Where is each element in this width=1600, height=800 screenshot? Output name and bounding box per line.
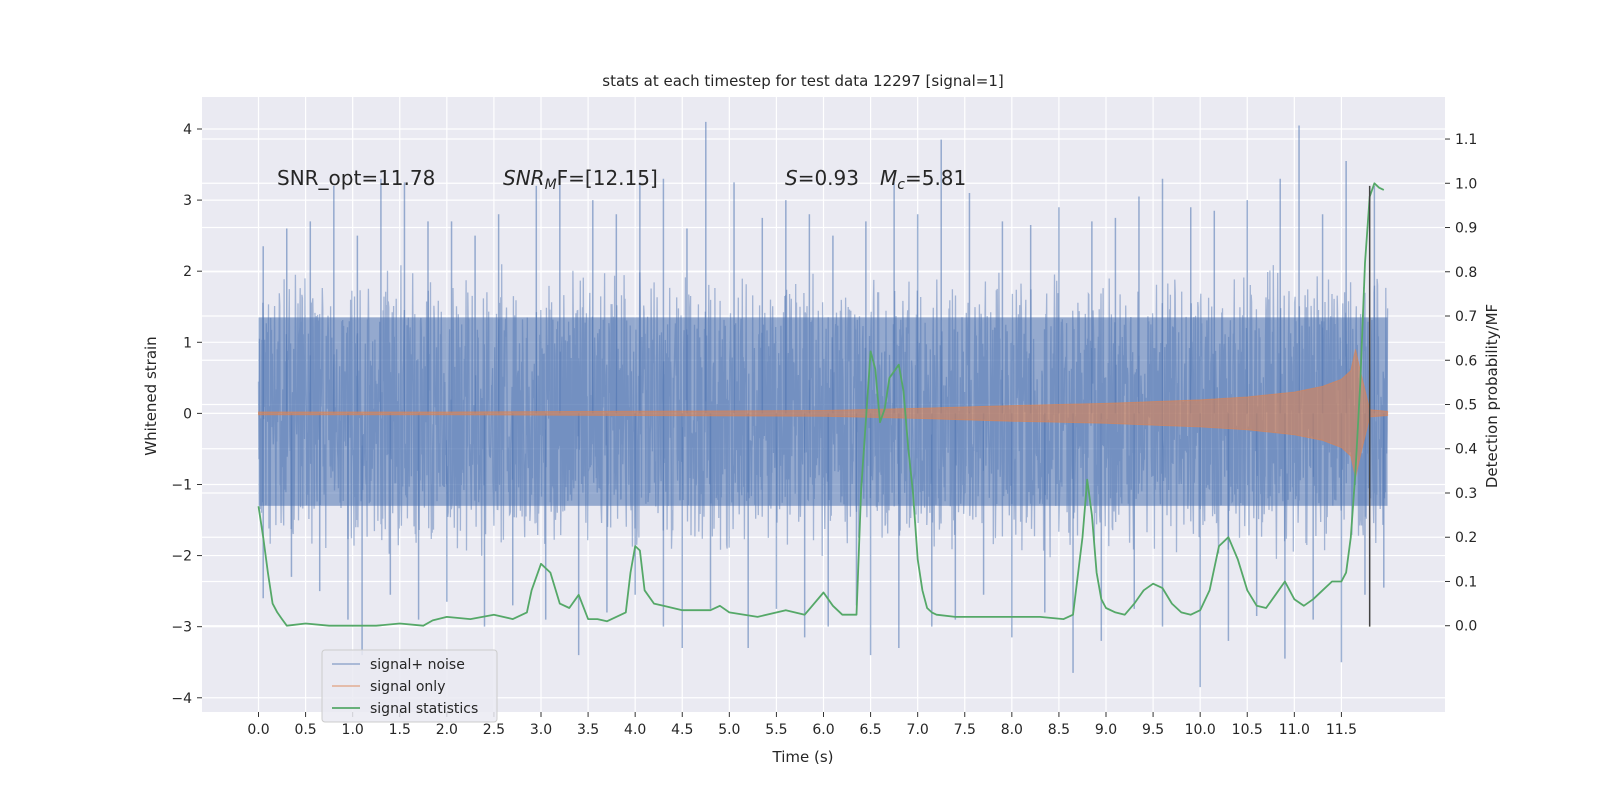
x-tick-label: 2.0 [436,722,458,738]
legend-label-signal-only: signal only [370,679,445,695]
legend: signal+ noise signal only signal statist… [321,649,498,723]
annotation-snr-mf-symbol: SNR [503,166,545,190]
x-tick-label: 3.0 [530,722,552,738]
annotation-mc: Mc=5.81 [880,166,966,193]
signal-only-series [258,349,1389,478]
y-right-tick-label: 1.1 [1455,132,1477,148]
x-tick-label: 9.0 [1095,722,1117,738]
x-tick-label: 8.5 [1048,722,1070,738]
x-tick-label: 4.0 [624,722,646,738]
y-left-tick-label: 2 [183,264,192,280]
x-tick-label: 11.0 [1279,722,1310,738]
y-right-tick-label: 0.3 [1455,486,1477,502]
signal-statistics-series [257,182,1385,627]
y-left-tick-label: 4 [183,122,192,138]
x-tick-label: 7.0 [907,722,929,738]
annotation-s-value: =0.93 [798,166,859,190]
y-left-tick-label: 0 [183,406,192,422]
annotation-snr-mf: SNRMF=[12.15] [503,166,658,193]
annotation-s-symbol: S [785,166,798,190]
x-tick-label: 0.5 [294,722,316,738]
x-tick-label: 0.0 [247,722,269,738]
annotation-snr-opt: SNR_opt=11.78 [277,166,435,190]
y-right-tick-label: 0.7 [1455,309,1477,325]
x-tick-label: 6.5 [859,722,881,738]
y-right-tick-label: 0.6 [1455,353,1477,369]
y-right-tick-label: 0.0 [1455,619,1477,635]
y-right-tick-label: 0.4 [1455,442,1477,458]
legend-box [321,649,498,723]
annotation-s: S=0.93 [785,166,859,190]
y-right-tick-label: 1.0 [1455,176,1477,192]
x-axis-label: Time (s) [772,748,834,766]
y-right-tick-label: 0.2 [1455,530,1477,546]
x-tick-label: 10.0 [1185,722,1216,738]
legend-label-signal-statistics: signal statistics [370,701,478,717]
y-right-tick-label: 0.1 [1455,574,1477,590]
y-right-tick-label: 0.8 [1455,265,1477,281]
legend-label-signal-noise: signal+ noise [370,657,465,673]
annotation-snr-mf-value: F=[12.15] [557,166,658,190]
y-left-tick-label: −2 [171,549,192,565]
annotation-mc-value: =5.81 [905,166,966,190]
x-tick-label: 1.5 [389,722,411,738]
y-left-tick-label: −1 [171,477,192,493]
y-left-tick-label: 3 [183,193,192,209]
y-axis-right-label: Detection probability/MF [1483,304,1501,488]
x-tick-label: 5.5 [765,722,787,738]
y-left-tick-label: −4 [171,691,192,707]
x-tick-label: 5.0 [718,722,740,738]
y-left-tick-label: 1 [183,335,192,351]
x-tick-label: 1.0 [342,722,364,738]
x-tick-label: 2.5 [483,722,505,738]
annotation-mc-subscript: c [897,177,905,193]
y-right-tick-label: 0.5 [1455,398,1477,414]
x-tick-label: 4.5 [671,722,693,738]
x-tick-label: 6.0 [812,722,834,738]
annotation-snr-mf-subscript: M [545,177,557,193]
x-tick-label: 10.5 [1232,722,1263,738]
x-tick-label: 9.5 [1142,722,1164,738]
signal-only-envelope [258,349,1389,478]
x-tick-label: 7.5 [954,722,976,738]
x-tick-label: 11.5 [1326,722,1357,738]
signal-statistics-line [257,182,1385,627]
y-right-tick-label: 0.9 [1455,221,1477,237]
x-tick-label: 3.5 [577,722,599,738]
chart-title: stats at each timestep for test data 122… [602,72,1003,90]
y-axis-left-label: Whitened strain [142,336,160,455]
y-left-tick-label: −3 [171,620,192,636]
annotation-mc-symbol: M [880,166,897,190]
x-tick-label: 8.0 [1001,722,1023,738]
axis-ticks: 0.0 0.5 1.0 1.5 2.0 2.5 3.0 3.5 4.0 4.5 5.0 5.5 6.0 6… [171,122,1477,738]
